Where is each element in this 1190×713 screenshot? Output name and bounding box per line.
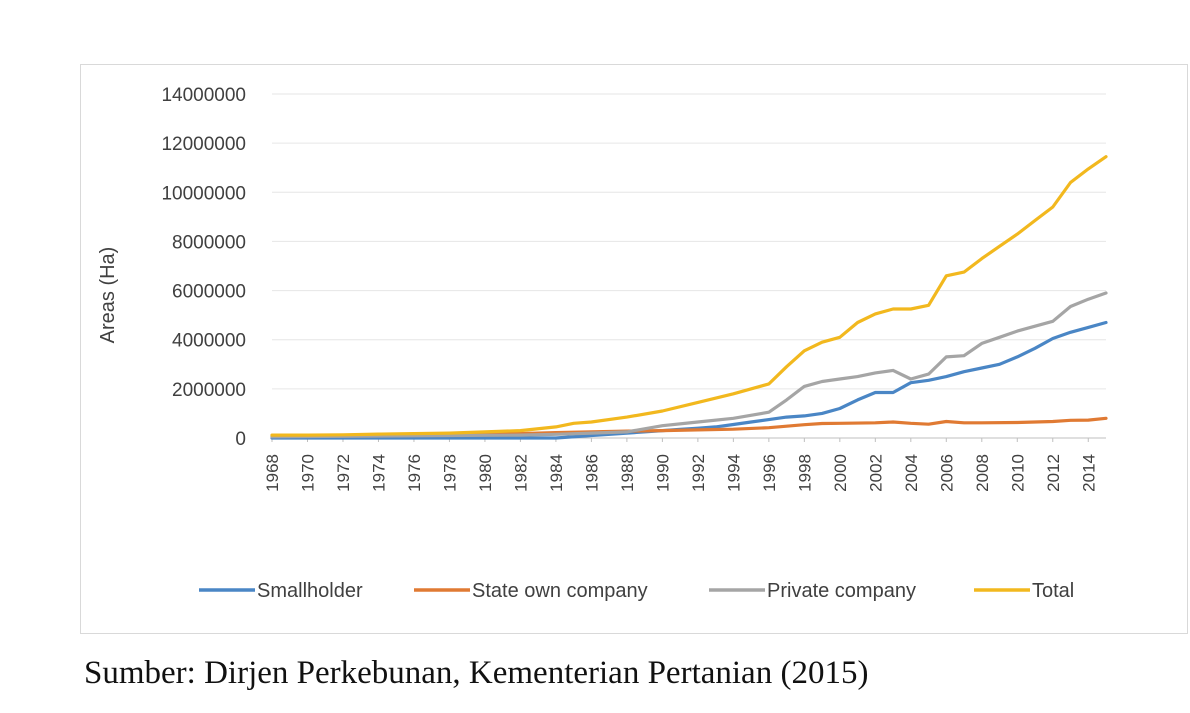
series-lines: [270, 155, 1108, 440]
legend: Smallholder State own company Private comp…: [199, 580, 1074, 602]
x-tick-label: 1978: [440, 454, 459, 492]
x-tick-label: 2014: [1079, 454, 1098, 492]
x-tick-label: 2004: [902, 454, 921, 492]
y-tick-label: 0: [235, 429, 246, 450]
x-tick-label: 1984: [547, 454, 566, 492]
line-chart: 0 2000000 4000000 6000000 8000000 10000000 120…: [97, 85, 1108, 602]
x-tick-label: 2000: [831, 454, 850, 492]
y-axis-ticks: 0 2000000 4000000 6000000 8000000 10000000 120…: [161, 85, 246, 450]
x-tick-label: 2010: [1008, 454, 1027, 492]
x-tick-label: 2006: [937, 454, 956, 492]
x-tick-label: 1982: [511, 454, 530, 492]
x-tick-label: 2002: [866, 454, 885, 492]
x-axis-ticks: 1968 1970 1972 1974 1976 1978 1980 1982 1984 1986…: [263, 438, 1098, 492]
x-tick-label: 1996: [760, 454, 779, 492]
y-tick-label: 12000000: [161, 134, 246, 155]
y-tick-label: 4000000: [172, 331, 246, 352]
chart-frame: 0 2000000 4000000 6000000 8000000 10000000 120…: [80, 64, 1188, 634]
x-tick-label: 1976: [405, 454, 424, 492]
y-tick-label: 14000000: [161, 85, 246, 106]
source-caption: Sumber: Dirjen Perkebunan, Kementerian P…: [84, 655, 869, 691]
y-tick-label: 8000000: [172, 232, 246, 253]
x-tick-label: 1992: [689, 454, 708, 492]
x-tick-label: 1998: [795, 454, 814, 492]
x-tick-label: 1968: [263, 454, 282, 492]
x-tick-label: 1972: [334, 454, 353, 492]
x-tick-label: 2008: [973, 454, 992, 492]
x-tick-label: 1988: [618, 454, 637, 492]
x-tick-label: 1990: [653, 454, 672, 492]
legend-label: State own company: [472, 580, 648, 602]
x-tick-label: 1986: [582, 454, 601, 492]
legend-label: Total: [1032, 580, 1074, 602]
y-tick-label: 6000000: [172, 282, 246, 303]
x-tick-label: 1970: [298, 454, 317, 492]
x-tick-label: 1974: [369, 454, 388, 492]
gridlines: [272, 93, 1106, 439]
y-axis-title: Areas (Ha): [97, 247, 119, 344]
y-tick-label: 2000000: [172, 380, 246, 401]
legend-label: Private company: [767, 580, 916, 602]
series-line-private-company: [270, 291, 1108, 439]
series-line-total: [270, 155, 1108, 437]
x-tick-label: 1980: [476, 454, 495, 492]
legend-label: Smallholder: [257, 580, 363, 602]
x-tick-label: 1994: [724, 454, 743, 492]
x-tick-label: 2012: [1044, 454, 1063, 492]
y-tick-label: 10000000: [161, 183, 246, 204]
series-line-smallholder: [270, 320, 1108, 440]
